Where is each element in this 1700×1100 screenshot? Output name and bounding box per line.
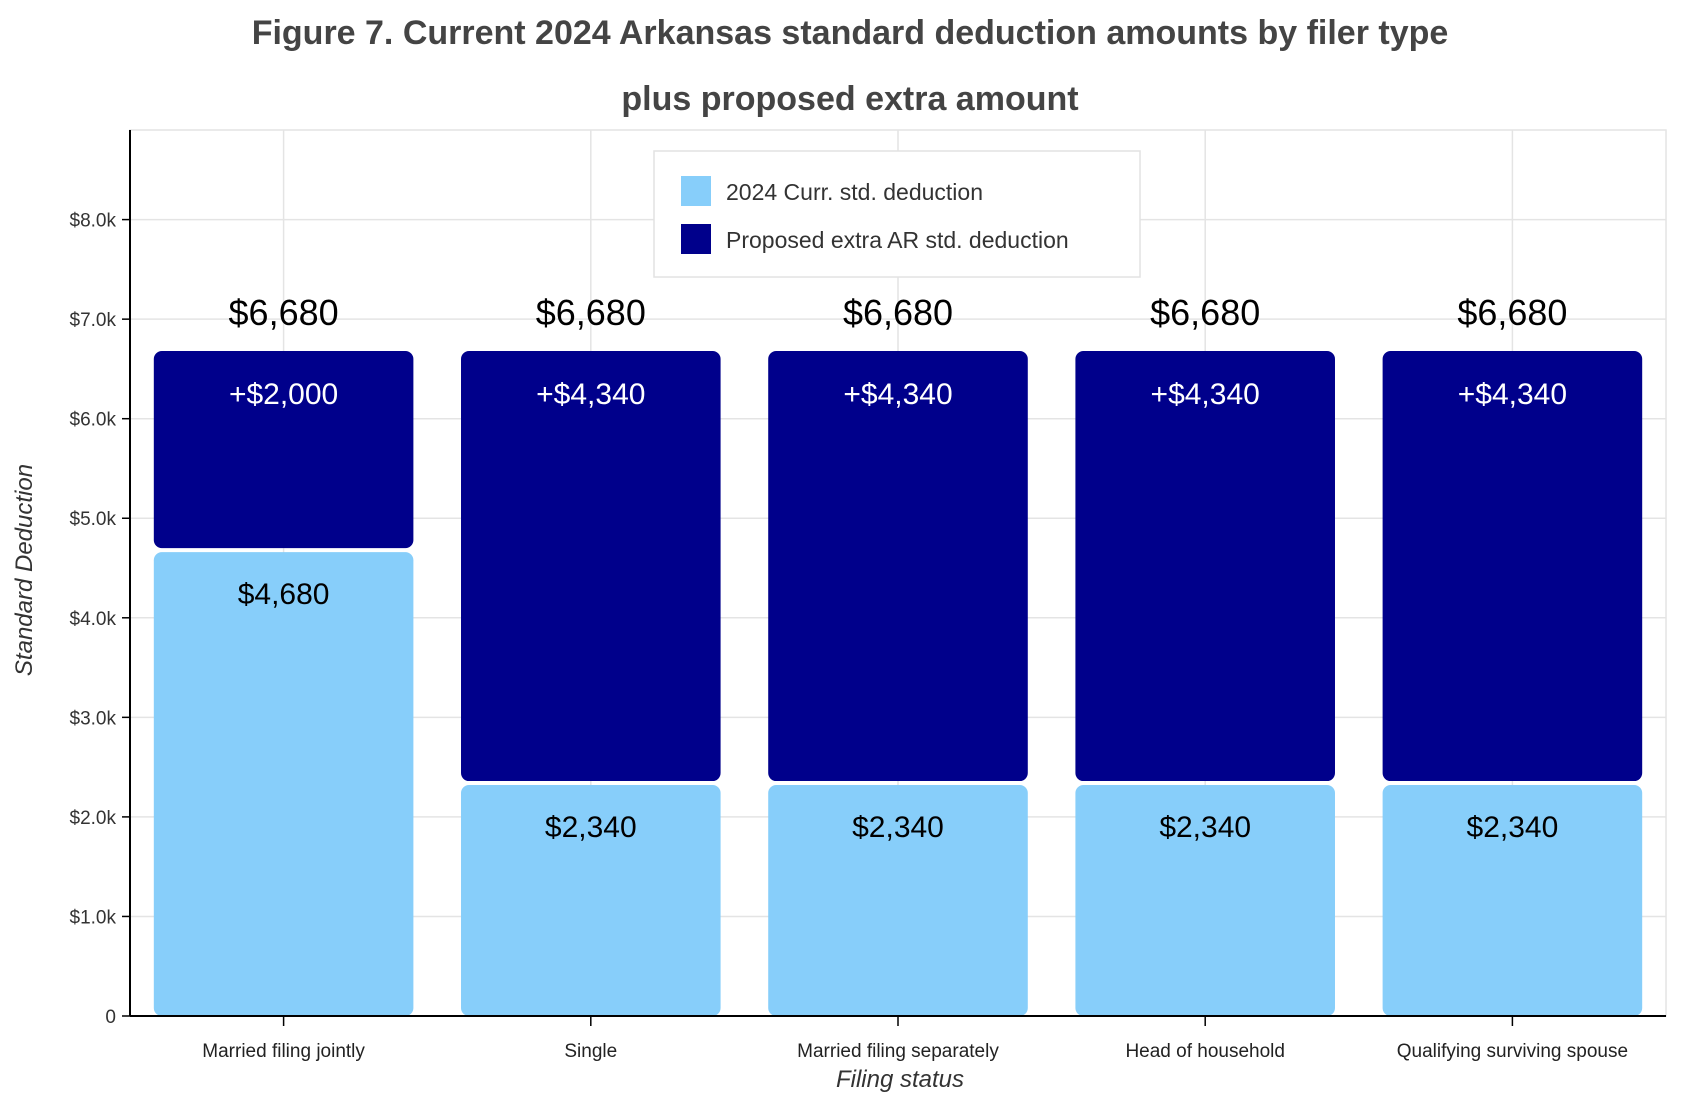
bar-proposed-extra: [461, 351, 721, 782]
bar-total-label: $6,680: [1457, 292, 1567, 333]
bar-total-label: $6,680: [1150, 292, 1260, 333]
y-tick-label: $2.0k: [70, 808, 117, 829]
y-tick-label: $8.0k: [70, 211, 117, 232]
legend-label-proposed: Proposed extra AR std. deduction: [726, 227, 1069, 253]
y-tick-label: 0: [105, 1007, 116, 1028]
bar-label-current: $4,680: [238, 578, 330, 611]
chart-title-line2: plus proposed extra amount: [621, 80, 1079, 118]
legend-label-current: 2024 Curr. std. deduction: [726, 179, 983, 205]
legend-box: [653, 150, 1141, 278]
x-tick-label: Married filing separately: [797, 1041, 999, 1062]
bar-proposed-extra: [1075, 351, 1335, 782]
bar-current: [768, 785, 1028, 1016]
bar-total-label: $6,680: [536, 292, 646, 333]
bar-total-label: $6,680: [229, 292, 339, 333]
legend: 2024 Curr. std. deduction Proposed extra…: [653, 150, 1141, 278]
legend-swatch-current: [681, 176, 711, 206]
bar-proposed-extra: [153, 351, 414, 549]
x-axis-title: Filing status: [836, 1066, 964, 1093]
bar-label-current: $2,340: [852, 811, 944, 844]
y-tick-label: $1.0k: [70, 907, 117, 928]
bar-current: [1382, 785, 1643, 1016]
bar-current: [153, 552, 414, 1016]
bar-label-proposed: +$2,000: [229, 378, 338, 411]
x-tick-label: Qualifying surviving spouse: [1397, 1041, 1628, 1062]
bar-current: [1075, 785, 1335, 1016]
bar-label-current: $2,340: [1467, 811, 1559, 844]
bar-proposed-extra: [1382, 351, 1643, 782]
chart-title-line1: Figure 7. Current 2024 Arkansas standard…: [251, 14, 1449, 52]
y-tick-label: $4.0k: [70, 609, 117, 630]
bar-labels: $4,680 +$2,000 $6,680 $2,340 +$4,340 $6,680 $2…: [229, 292, 1568, 844]
bar-label-proposed: +$4,340: [536, 378, 645, 411]
legend-swatch-proposed: [681, 224, 711, 254]
bar-label-proposed: +$4,340: [1151, 378, 1260, 411]
bar-label-current: $2,340: [545, 811, 637, 844]
bar-label-current: $2,340: [1159, 811, 1251, 844]
x-tick-label: Head of household: [1125, 1041, 1285, 1062]
bar-total-label: $6,680: [843, 292, 953, 333]
axes: 0 $1.0k $2.0k $3.0k $4.0k $5.0k $6.0k $7.0k $8.0…: [70, 130, 1666, 1062]
x-tick-label: Single: [564, 1041, 617, 1062]
bar-current: [461, 785, 721, 1016]
x-tick-label: Married filing jointly: [202, 1041, 365, 1062]
y-axis-title: Standard Deduction: [11, 464, 38, 676]
bar-proposed-extra: [768, 351, 1028, 782]
bar-label-proposed: +$4,340: [843, 378, 952, 411]
y-tick-label: $5.0k: [70, 509, 117, 530]
y-tick-label: $7.0k: [70, 310, 117, 331]
bar-label-proposed: +$4,340: [1458, 378, 1567, 411]
bars: [153, 351, 1643, 1016]
y-tick-label: $6.0k: [70, 410, 117, 431]
y-tick-label: $3.0k: [70, 708, 117, 729]
